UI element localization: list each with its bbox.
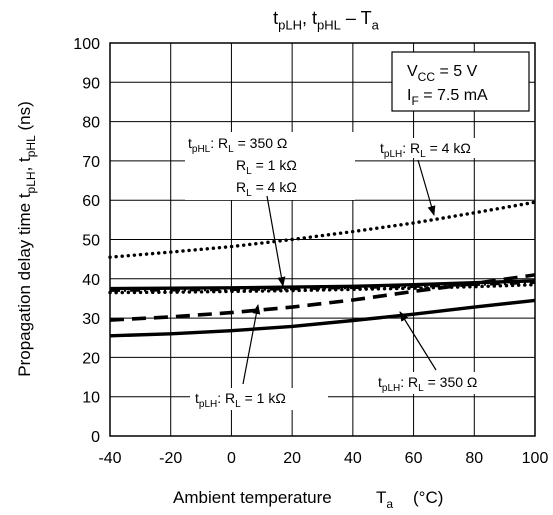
chart-title: tpLH, tpHL – Ta	[273, 8, 379, 32]
annotation-background	[185, 132, 355, 200]
plot-frame	[109, 42, 536, 437]
series-line-tplh-rl-1-k	[109, 273, 536, 322]
annotation-arrow	[399, 311, 437, 371]
x-tick-label: -40	[98, 450, 121, 467]
y-tick-label: 20	[82, 350, 100, 367]
y-tick-label: 60	[82, 193, 100, 210]
x-tick-label: 0	[227, 450, 236, 467]
series-line-tphl-rl-4-k	[108, 283, 537, 295]
annotation-tplh-rl-1k: tpLH: RL = 1 kΩ	[195, 390, 286, 410]
y-tick-label: 90	[82, 75, 100, 92]
annotation-tplh-rl-4k: tpLH: RL = 4 kΩ	[380, 140, 471, 160]
x-tick-label: 60	[405, 450, 423, 467]
y-axis-label: Propagation delay time tpLH, tpHL (ns)	[15, 101, 38, 377]
conditions-box	[391, 51, 530, 112]
y-tick-label: 70	[82, 154, 100, 171]
x-tick-label: 100	[522, 450, 549, 467]
y-tick-label: 100	[73, 36, 100, 53]
annotation-background	[190, 388, 328, 410]
x-tick-label: 80	[465, 450, 483, 467]
condition-if: IF = 7.5 mA	[407, 87, 488, 108]
annotation-arrow	[266, 195, 286, 287]
series-line-tplh-rl-350	[109, 298, 536, 338]
y-tick-label: 40	[82, 272, 100, 289]
y-tick-label: 30	[82, 311, 100, 328]
series-line-tplh-rl-4-k	[108, 200, 537, 259]
annotation-arrow	[417, 159, 436, 216]
annotation-background	[375, 138, 500, 158]
y-tick-label: 0	[91, 429, 100, 446]
y-tick-label: 50	[82, 233, 100, 250]
x-axis-label: Ambient temperature Ta (°C)	[173, 488, 443, 511]
x-tick-label: -20	[159, 450, 182, 467]
annotation-tphl-rl-1k: RL = 1 kΩ	[236, 157, 297, 177]
annotation-tphl-rl-4k: RL = 4 kΩ	[236, 179, 297, 199]
annotation-arrow	[242, 304, 261, 385]
series-group	[108, 200, 537, 338]
y-tick-label: 10	[82, 390, 100, 407]
x-tick-label: 40	[344, 450, 362, 467]
y-tick-label: 80	[82, 115, 100, 132]
annotation-background	[372, 372, 522, 394]
condition-vcc: VCC = 5 V	[407, 63, 478, 84]
annotation-tplh-rl-350: tpLH: RL = 350 Ω	[378, 374, 477, 394]
annotation-tphl-label: tpHL: RL = 350 Ω	[188, 135, 287, 155]
x-tick-label: 20	[283, 450, 301, 467]
